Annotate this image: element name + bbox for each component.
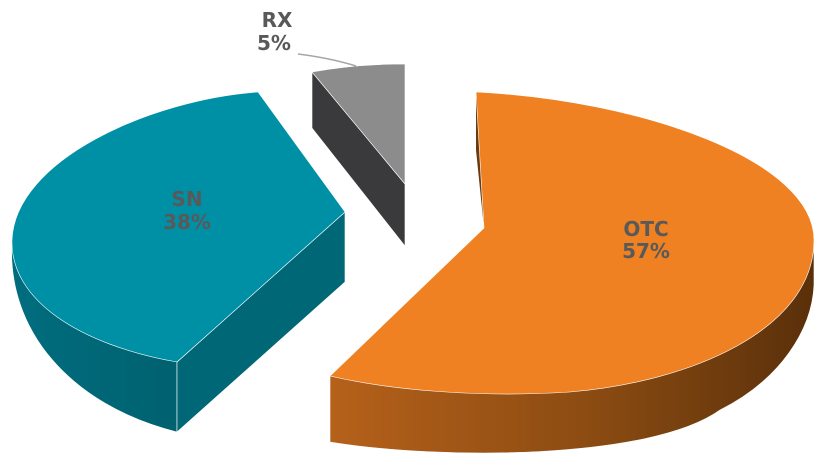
label-rx-percent: 5% — [257, 31, 291, 55]
slice-rx-top — [311, 63, 406, 185]
slice-otc-top — [329, 91, 814, 395]
label-rx-name: RX — [262, 8, 293, 32]
slice-otc — [329, 91, 814, 454]
slice-rx — [311, 63, 406, 247]
slice-sn — [11, 91, 346, 433]
label-otc-name: OTC — [623, 217, 668, 241]
label-sn-percent: 38% — [163, 210, 211, 234]
slice-sn-top — [11, 91, 346, 363]
label-otc-percent: 57% — [622, 239, 670, 263]
rx-leader-line — [297, 53, 357, 67]
label-sn-name: SN — [171, 187, 202, 211]
